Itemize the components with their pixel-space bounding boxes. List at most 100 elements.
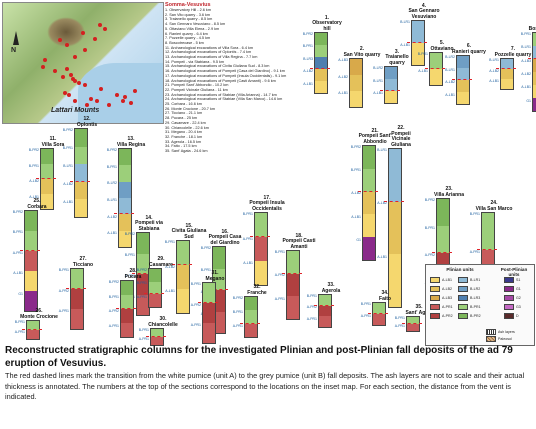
unit-label: B-PR1 [106,164,117,169]
unit-layer [121,309,133,323]
paleosol-label: Paleosol [498,337,512,341]
unit-label: A-LB3 [521,58,531,63]
column-number: 12. [83,116,91,122]
column-header: 5. Ottaviano [423,40,461,52]
unit-layer [119,149,131,166]
column-number: 27. [79,256,87,262]
unit-layer [71,269,83,289]
unit-layer [75,164,87,182]
caption-body: The red dashed lines mark the transition… [5,371,525,402]
unit-layer [315,81,327,93]
unit-layer [149,269,161,282]
unit-label: A-PR1 [394,324,405,328]
unit-label: A-LB2 [165,264,175,269]
site-list-item: 33. Agerola - 16.5 km [165,139,202,144]
unit-layer [245,310,257,324]
column-unit-labels: B-PR1 A-LB2 A-LB1 [160,240,176,314]
unit-layer [533,59,536,72]
unit-label: B-PR1 [360,302,371,306]
unit-layer [385,67,397,79]
site-list-item: 30. Chiancolelle - 22.6 km [165,125,209,130]
strat-column: 29. Casamare B-PR2 B-PR1 A-PR1 [137,256,173,308]
unit-layer [177,265,189,289]
unit-label: B-LR1 [63,164,73,168]
column-number: 23. [445,186,453,192]
gulf-sea [78,63,163,123]
unit-layer [245,297,257,311]
unit-label: B-PR1 [136,281,147,286]
strat-column: 6. Ranieri quarry B-LR2 B-LR1 A-LB2 A-LB1 [445,43,486,105]
site-list-item: 21. Pompeii Sant' Abbondio - 10.2 km [165,83,229,88]
strat-column: 27. Ticciano B-PR1 A-PR2 A-PR1 [59,256,93,330]
column-stack [286,250,300,320]
site-list-item: 28. Pucara - 25 km [165,116,198,121]
unit-label: B-LR2 [107,181,117,186]
column-name: Agerola [321,287,341,294]
unit-layer [287,296,299,320]
unit-label: G1 [526,98,531,103]
column-name: Faito [379,295,391,302]
unit-swatch [458,277,468,283]
unit-swatch [458,286,468,292]
unit-layer [41,194,53,209]
column-stack [318,294,332,328]
column-unit-labels: B-PR1 A-PR1 [356,302,372,326]
unit-layer [412,21,424,43]
column-header: 35. Sant' Agata [400,304,438,316]
site-list-item: 3. Traianello quarry - 8.5 km [165,17,213,22]
unit-label: A-PR1 [469,250,480,254]
unit-layer [149,281,161,295]
strat-column: 22. Pompeii Vicinale Giuliana B-LR1 A-LB2 A-… [377,125,411,308]
column-unit-labels: B-LR2 B-LR1 A-LB2 A-LB1 [440,55,456,105]
unit-label: A-PR2 [108,309,119,313]
unit-layer [71,289,83,309]
unit-a-b-transition-line [432,252,452,253]
unit-layer [25,251,37,271]
column-header: 12. Oplontis [68,116,106,128]
unit-a-b-transition-line [407,42,427,43]
column-number: 17. [263,194,271,201]
column-name: Villa Sora [41,141,65,148]
unit-layer [137,233,149,254]
paleosol-key: Paleosol [486,336,512,342]
unit-layer [25,291,37,311]
column-stack [176,240,190,314]
plinian-unit-key: B-PR2 [458,313,481,319]
column-number: 25. [33,198,41,204]
unit-layer [137,253,149,274]
unit-layer [75,146,87,165]
unit-label: A-LB2 [303,69,313,74]
strat-column: 8.BoscotrecaseB-PR1B-LR1A-LB3A-LB2A-LB1G… [521,26,536,112]
unit-a-b-transition-line [250,236,270,237]
column-header: 16. Pompeii Casa del Giardino [206,229,244,247]
unit-swatch [504,304,514,310]
column-unit-labels: B-PR1 B-LR1 A-LB3 A-LB2 A-LB1 G1 [516,32,532,112]
unit-label: G1 [356,237,361,242]
unit-layer [75,181,87,200]
unit-layer [389,254,401,308]
site-marker [99,87,103,91]
unit-label: B-PR1 [306,294,317,298]
unit-swatch [430,313,440,319]
unit-label: A-PR1 [306,316,317,321]
unit-layer [119,181,131,198]
column-number: 4. [421,2,427,9]
column-header: 23. Villa Arianna [430,186,468,198]
site-marker [115,93,119,97]
unit-label: A-LB1 [243,261,253,266]
column-header: 26. Monte Crocione [20,308,58,320]
site-list-item: 32. Franche - 18.1 km [165,134,203,139]
site-list-item: 11. Archaeological excavations of Villa … [165,45,254,50]
plinian-units-title: Plinian units [446,267,474,272]
unit-layer [315,33,327,45]
unit-layer [412,43,424,65]
column-stack [429,52,443,86]
unit-layer [119,165,131,182]
unit-swatch [504,277,514,283]
column-stack [532,32,536,112]
strat-column: 31. Megano B-PR1 A-PR2 A-PR1 [191,270,224,344]
column-stack [120,280,134,338]
site-list-item: 2. San Vito quarry - 3.6 km [165,12,211,17]
unit-label: B-LR3 [303,56,313,61]
column-name: San Gennaro Vesuviano [408,8,440,20]
